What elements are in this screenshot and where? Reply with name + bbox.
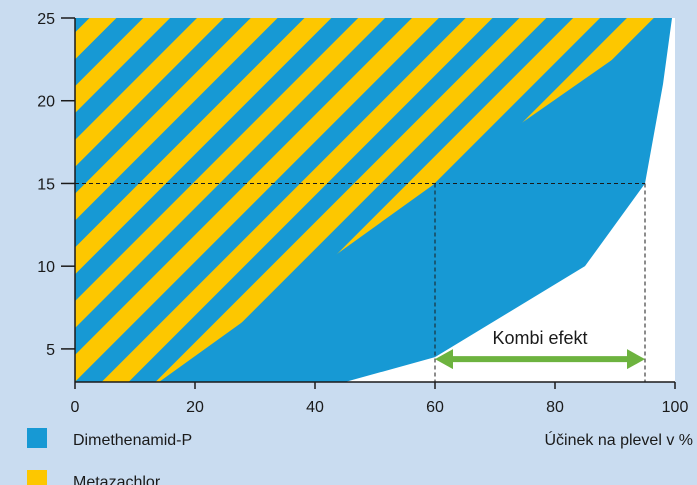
x-axis-label: Účinek na plevel v % xyxy=(544,430,693,449)
kombi-efekt-arrow xyxy=(435,349,645,370)
x-tick-label: 20 xyxy=(186,399,204,416)
y-tick-label: 5 xyxy=(46,342,55,359)
area-outside xyxy=(159,18,675,382)
x-tick-label: 0 xyxy=(71,399,80,416)
y-tick-label: 10 xyxy=(37,259,55,276)
axes: 0 20 40 60 80 100 5 10 15 20 25 Účinek na plevel v … xyxy=(37,11,693,449)
x-tick-label: 80 xyxy=(546,399,564,416)
plot-area xyxy=(75,18,675,382)
x-tick-label: 60 xyxy=(426,399,444,416)
legend-swatch-1 xyxy=(27,470,47,485)
legend-label-0: Dimethenamid-P xyxy=(73,432,192,449)
overlays: Kombi efekt xyxy=(75,182,646,382)
area-metazachlor xyxy=(75,18,672,382)
legend-swatch-0 xyxy=(27,428,47,448)
kombi-efekt-label: Kombi efekt xyxy=(492,328,587,348)
y-tick-label: 20 xyxy=(37,94,55,111)
legend: Dimethenamid-P Metazachlor xyxy=(27,428,192,485)
x-tick-label: 100 xyxy=(662,399,689,416)
x-tick-label: 40 xyxy=(306,399,324,416)
legend-label-1: Metazachlor xyxy=(73,474,161,485)
y-tick-label: 25 xyxy=(37,11,55,28)
y-tick-label: 15 xyxy=(37,176,55,193)
